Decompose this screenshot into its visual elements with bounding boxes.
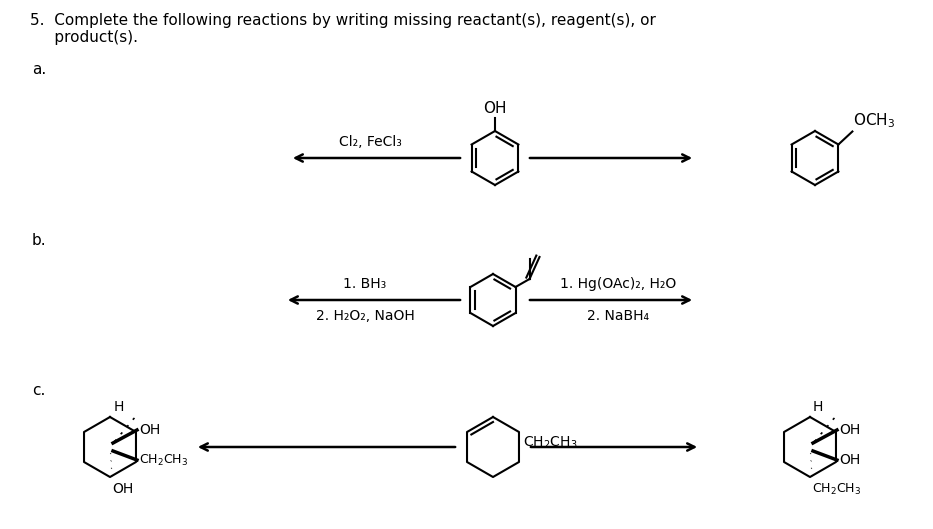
Text: H: H [114,400,124,414]
Text: 1. Hg(OAc)₂, H₂O: 1. Hg(OAc)₂, H₂O [560,277,676,291]
Text: CH$_2$CH$_3$: CH$_2$CH$_3$ [139,452,188,468]
Text: product(s).: product(s). [30,30,138,45]
Text: OH: OH [839,423,860,437]
Text: c.: c. [32,383,46,398]
Text: 1. BH₃: 1. BH₃ [343,277,386,291]
Text: 2. NaBH₄: 2. NaBH₄ [587,309,649,323]
Text: Cl₂, FeCl₃: Cl₂, FeCl₃ [339,135,401,149]
Text: b.: b. [32,233,47,248]
Text: OH: OH [483,101,507,116]
Text: 5.  Complete the following reactions by writing missing reactant(s), reagent(s),: 5. Complete the following reactions by w… [30,13,656,28]
Text: H: H [813,400,824,414]
Text: OH: OH [839,453,860,467]
Text: OCH$_3$: OCH$_3$ [854,111,896,130]
Text: 2. H₂O₂, NaOH: 2. H₂O₂, NaOH [315,309,414,323]
Text: CH$_2$CH$_3$: CH$_2$CH$_3$ [812,482,861,497]
Text: a.: a. [32,62,47,77]
Text: OH: OH [139,423,160,437]
Text: OH: OH [112,482,133,496]
Text: CH$_2$CH$_3$: CH$_2$CH$_3$ [523,435,578,451]
